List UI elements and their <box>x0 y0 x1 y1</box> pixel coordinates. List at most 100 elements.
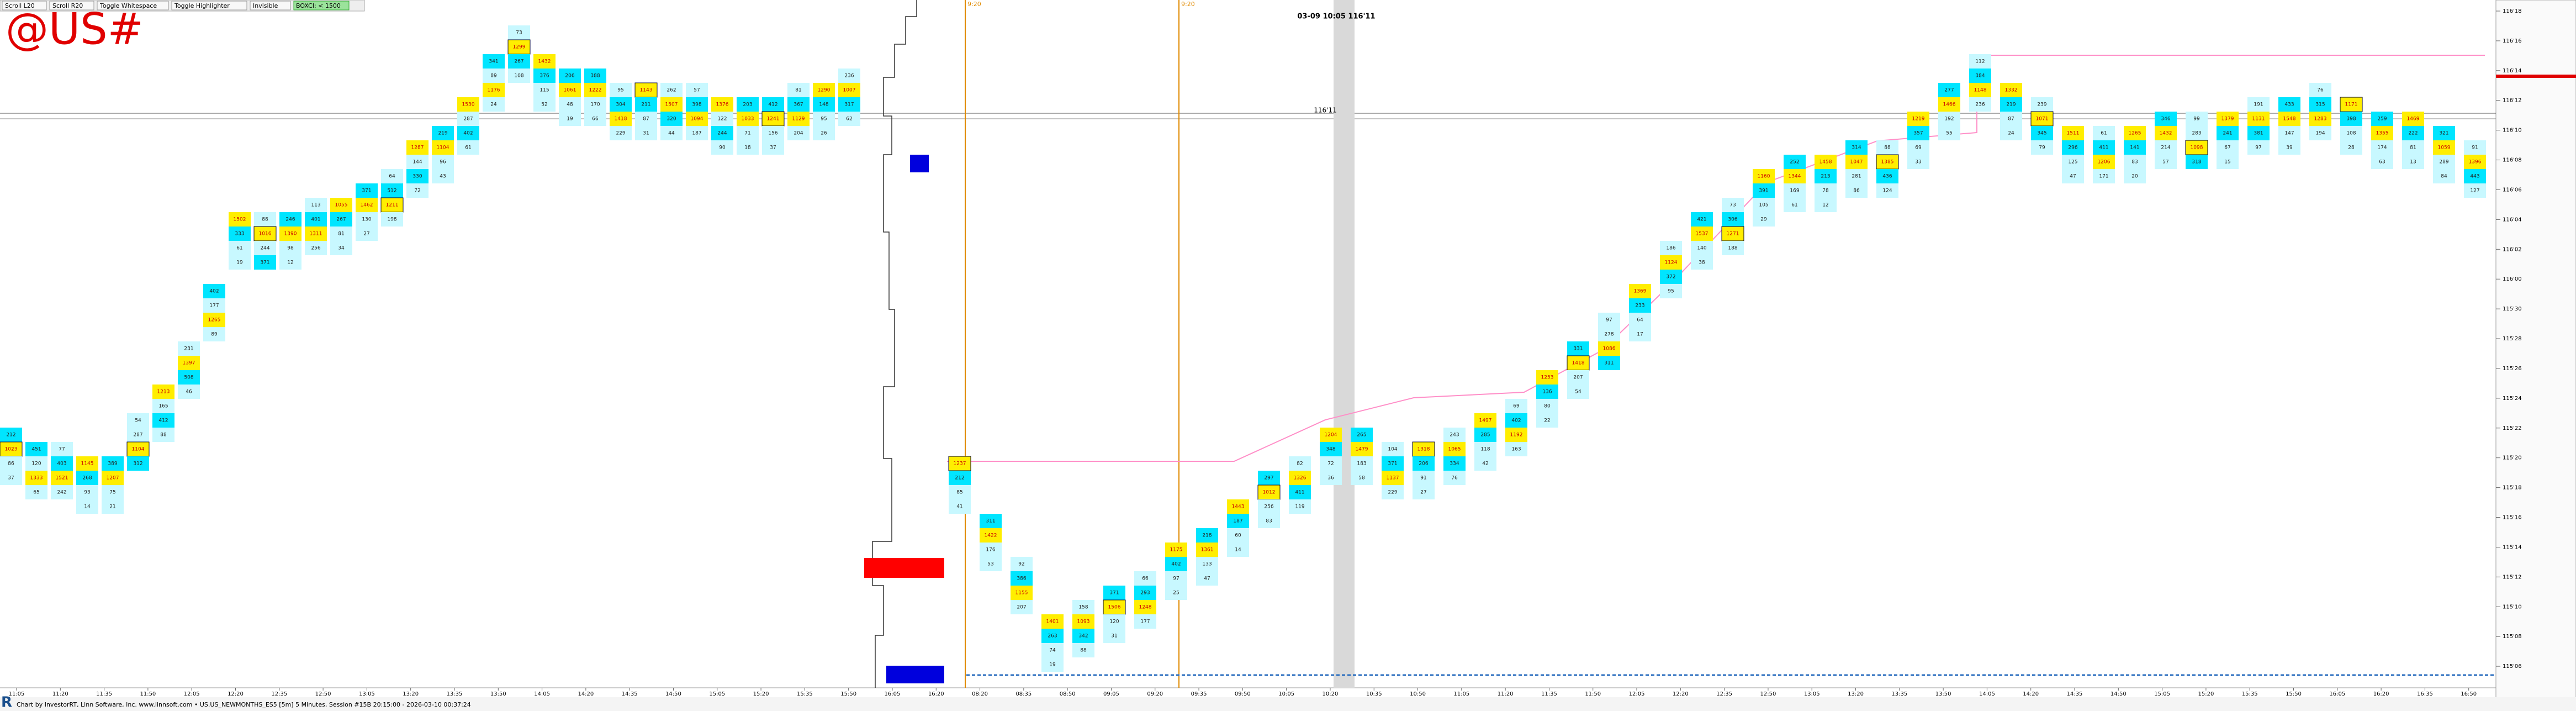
footprint-cell <box>1041 643 1064 657</box>
footprint-value: 63 <box>2379 160 2385 165</box>
footprint-cell <box>2309 83 2331 97</box>
footprint-cell <box>813 126 835 140</box>
badge-label: BOXCI: < 1500 <box>296 2 341 9</box>
footprint-value: 115 <box>539 88 549 93</box>
time-label: 11:20 <box>1498 691 1514 697</box>
footprint-value: 1497 <box>1479 418 1492 424</box>
footprint-value: 1432 <box>538 59 551 65</box>
footprint-value: 15 <box>2224 160 2230 165</box>
time-label: 11:05 <box>1453 691 1469 697</box>
toolbar-button[interactable] <box>250 1 291 10</box>
footprint-cell <box>0 456 22 471</box>
footprint-value: 376 <box>539 73 549 79</box>
footprint-value: 140 <box>1697 246 1706 251</box>
footprint-cell <box>1072 600 1094 614</box>
footprint-value: 265 <box>1357 433 1366 438</box>
footprint-cell <box>686 112 708 126</box>
footprint-cell <box>2000 83 2022 97</box>
footprint-value: 38 <box>1699 260 1705 266</box>
footprint-value: 44 <box>668 131 675 136</box>
time-label: 12:35 <box>1716 691 1732 697</box>
toolbar-button[interactable] <box>171 1 247 10</box>
footprint-value: 88 <box>160 433 167 438</box>
footprint-cell <box>1011 600 1033 614</box>
footprint-cell <box>1536 370 1558 385</box>
toolbar-button[interactable] <box>97 1 169 10</box>
time-label: 11:05 <box>9 691 25 697</box>
footprint-value: 13 <box>2410 160 2416 165</box>
footprint-value: 156 <box>768 131 777 136</box>
footprint-value: 89 <box>490 73 497 79</box>
footprint-cell <box>1134 586 1156 600</box>
footprint-value: 236 <box>1975 102 1985 108</box>
price-label: 116'06 <box>2503 187 2522 193</box>
footprint-value: 1376 <box>716 102 729 108</box>
footprint-value: 177 <box>1140 619 1150 625</box>
footprint-value: 384 <box>1975 73 1985 79</box>
time-label: 10:50 <box>1410 691 1426 697</box>
time-label: 14:35 <box>622 691 638 697</box>
footprint-cell <box>1660 241 1682 255</box>
footprint-value: 57 <box>2162 160 2168 165</box>
footprint-cell <box>2433 140 2455 155</box>
toolbar-button-label: Toggle Highlighter <box>174 2 230 9</box>
footprint-value: 71 <box>744 131 750 136</box>
footprint-value: 95 <box>1668 289 1674 294</box>
footprint-value: 91 <box>1420 476 1426 481</box>
volume-bar-blue <box>886 666 944 683</box>
footprint-value: 213 <box>1821 174 1830 180</box>
footprint-cell <box>2124 140 2146 155</box>
footprint-cell <box>381 183 403 198</box>
footprint-value: 27 <box>363 231 369 237</box>
footprint-cell <box>126 441 150 457</box>
footprint-value: 97 <box>1606 318 1612 323</box>
price-label: 116'00 <box>2503 276 2522 282</box>
toolbar-button[interactable] <box>49 1 94 10</box>
footprint-value: 318 <box>2192 160 2201 165</box>
footprint-value: 203 <box>743 102 752 108</box>
footprint-cell <box>1938 83 1960 97</box>
footprint-cell <box>787 126 810 140</box>
footprint-value: 87 <box>2008 117 2014 122</box>
footprint-cell <box>1351 428 1373 442</box>
footprint-cell <box>1876 140 1898 155</box>
footprint-value: 433 <box>2284 102 2294 108</box>
line-label: 116'11 <box>1314 107 1336 114</box>
price-marker <box>2496 75 2576 78</box>
footprint-cell <box>686 83 708 97</box>
footprint-value: 83 <box>2131 160 2138 165</box>
footprint-value: 1211 <box>386 203 399 208</box>
price-label: 115'30 <box>2503 306 2522 312</box>
footprint-cell <box>76 485 98 499</box>
footprint-value: 165 <box>158 404 168 409</box>
footprint-cell <box>2093 140 2115 155</box>
footprint-value: 29 <box>1760 217 1767 223</box>
footprint-cell <box>25 442 47 456</box>
footprint-cell <box>279 255 301 270</box>
footprint-cell <box>2093 126 2115 140</box>
footprint-value: 61 <box>2101 131 2107 136</box>
time-label: 16:20 <box>2373 691 2389 697</box>
footprint-cell <box>356 227 378 241</box>
footprint-cell <box>1289 471 1311 485</box>
footprint-value: 1458 <box>1819 160 1832 165</box>
footprint-cell <box>584 83 606 97</box>
footprint-value: 259 <box>2377 117 2387 122</box>
footprint-value: 212 <box>955 476 964 481</box>
toolbar-button[interactable] <box>2 1 47 10</box>
footprint-cell <box>1505 428 1527 442</box>
footprint-cell <box>1320 428 1342 442</box>
footprint-cell <box>2031 97 2053 112</box>
footprint-cell <box>686 126 708 140</box>
footprint-cell <box>1041 657 1064 672</box>
footprint-value: 1104 <box>437 145 449 151</box>
footprint-value: 386 <box>1017 576 1026 582</box>
footprint-cell <box>838 112 860 126</box>
footprint-value: 402 <box>1511 418 1521 424</box>
footprint-value: 47 <box>1204 576 1210 582</box>
footprint-cell <box>1413 471 1435 485</box>
footprint-value: 88 <box>262 217 268 223</box>
time-label: 12:20 <box>1673 691 1689 697</box>
footprint-cell <box>2062 140 2084 155</box>
footprint-value: 174 <box>2377 145 2387 151</box>
